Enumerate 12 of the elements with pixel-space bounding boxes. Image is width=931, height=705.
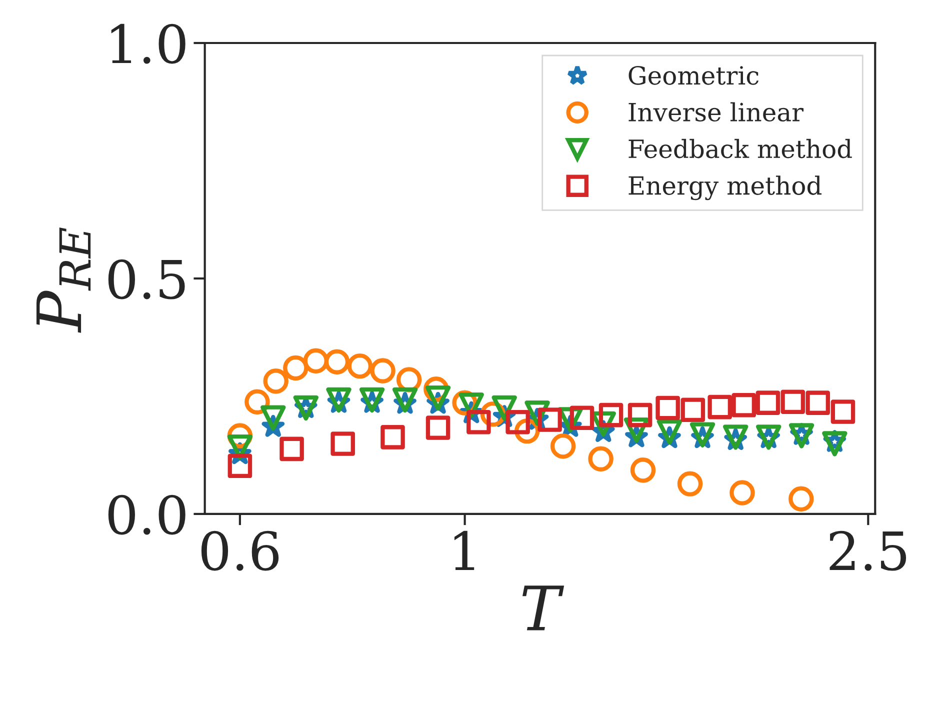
y-axis-title: P$_{RE}$ bbox=[36, 228, 91, 333]
legend-label: Inverse linear bbox=[628, 102, 804, 122]
y-tick-label: 0.5 bbox=[108, 259, 185, 300]
x-axis-title: T bbox=[522, 586, 564, 630]
legend-label: Energy method bbox=[628, 176, 822, 200]
legend-label: Feedback method bbox=[628, 138, 852, 158]
x-tick-label: 0.6 bbox=[201, 530, 279, 571]
legend-label: Geometric bbox=[628, 66, 759, 85]
y-tick-label: 1.0 bbox=[111, 24, 186, 64]
y-tick-label: 0.0 bbox=[108, 494, 186, 535]
x-tick-label: 1 bbox=[454, 530, 474, 570]
x-tick-label: 2.5 bbox=[830, 530, 906, 571]
